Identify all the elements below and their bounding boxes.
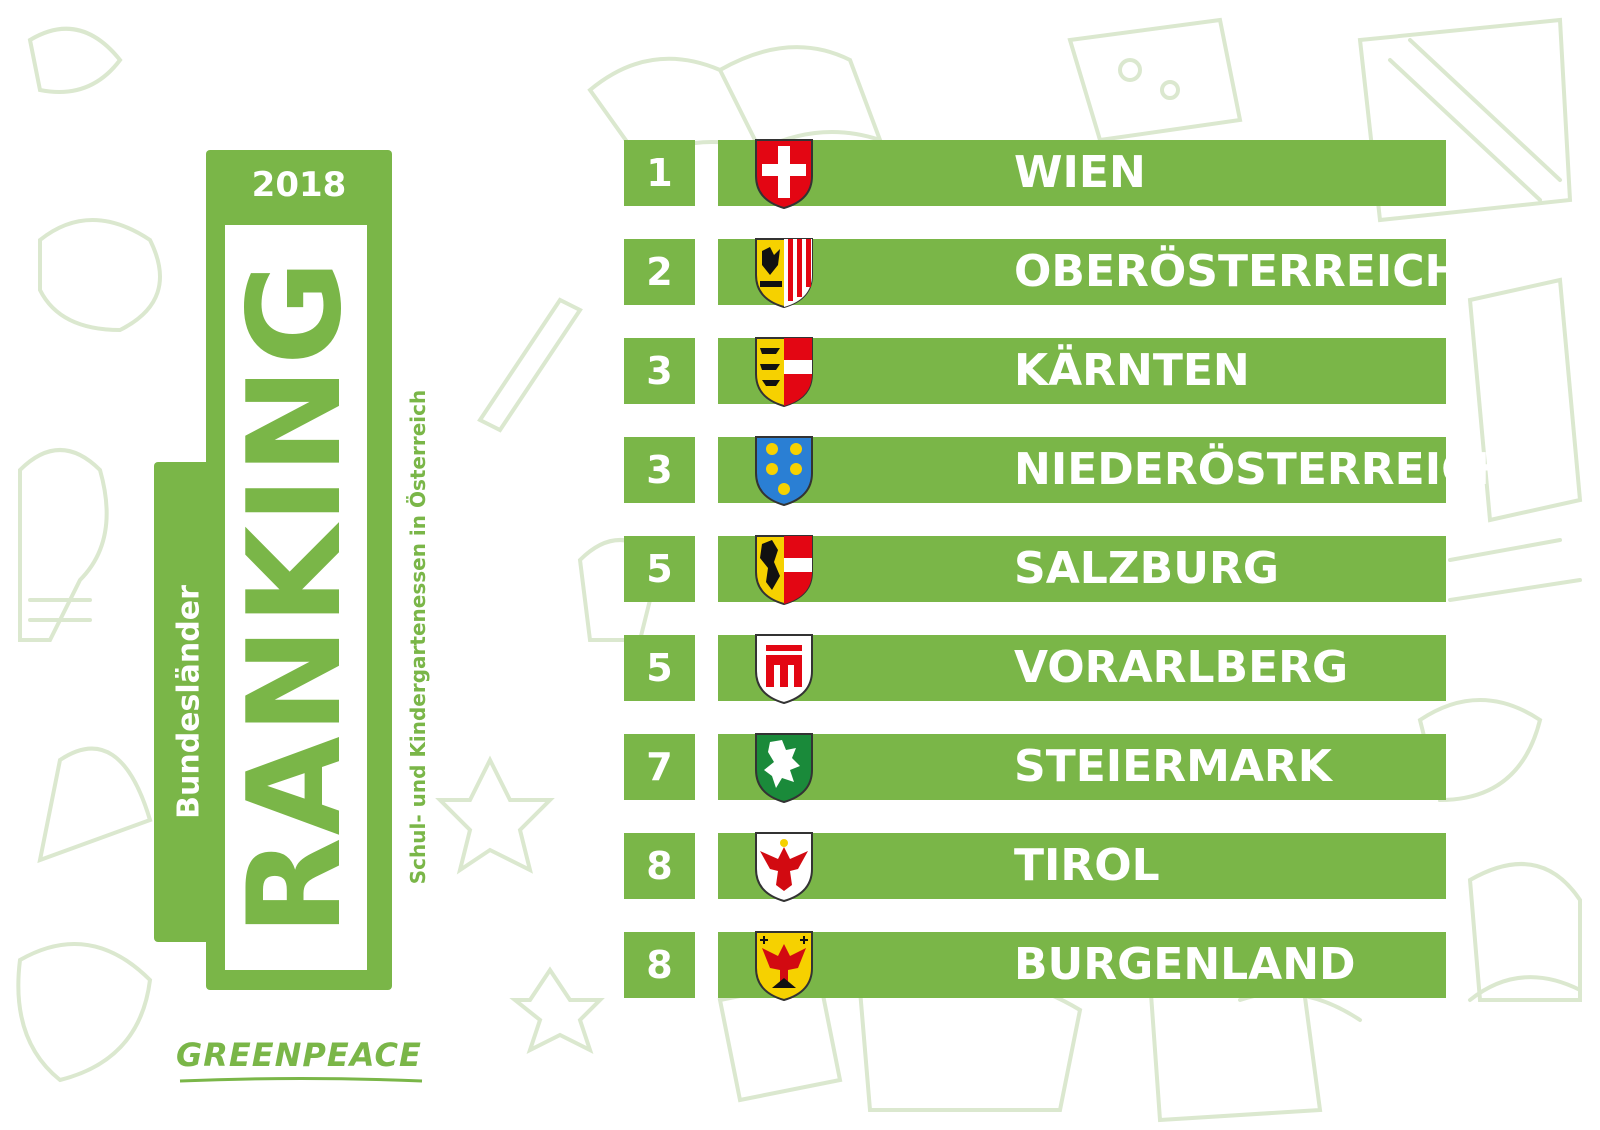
- rank-number: 8: [624, 932, 695, 998]
- rank-number: 8: [624, 833, 695, 899]
- subtitle: Schul- und Kindergartenessen in Österrei…: [406, 389, 430, 885]
- tyrol-crest-icon: [755, 832, 813, 903]
- state-name: KÄRNTEN: [1014, 345, 1250, 396]
- ranking-row: 5 VORARLBERG: [624, 634, 1446, 705]
- state-bar: STEIERMARK: [718, 734, 1446, 800]
- styria-crest-icon: [755, 733, 813, 804]
- state-name: TIROL: [1014, 840, 1160, 891]
- carinthia-crest-icon: [755, 337, 813, 408]
- state-bar: SALZBURG: [718, 536, 1446, 602]
- rank-number: 2: [624, 239, 695, 305]
- ranking-row: 3 KÄRNTEN: [624, 337, 1446, 408]
- state-bar: WIEN: [718, 140, 1446, 206]
- burgenland-crest-icon: [755, 931, 813, 1002]
- ranking-row: 8 TIROL: [624, 832, 1446, 903]
- greenpeace-logo: GREENPEACE: [176, 1036, 422, 1074]
- year-label: 2018: [251, 165, 347, 205]
- state-name: STEIERMARK: [1014, 741, 1332, 792]
- state-bar: BURGENLAND: [718, 932, 1446, 998]
- ranking-row: 1 WIEN: [624, 139, 1446, 210]
- state-bar: NIEDERÖSTERREICH: [718, 437, 1510, 503]
- rank-number: 3: [624, 338, 695, 404]
- state-name: OBERÖSTERREICH: [1014, 246, 1462, 297]
- state-name: WIEN: [1014, 147, 1146, 198]
- state-name: VORARLBERG: [1014, 642, 1349, 693]
- rank-number: 3: [624, 437, 695, 503]
- state-bar: OBERÖSTERREICH: [718, 239, 1461, 305]
- ranking-row: 8 BURGENLAND: [624, 931, 1446, 1002]
- vienna-crest-icon: [755, 139, 813, 210]
- ranking-row: 3 NIEDERÖSTERREICH: [624, 436, 1510, 507]
- state-name: SALZBURG: [1014, 543, 1279, 594]
- logo-underline-icon: [179, 1077, 423, 1083]
- state-name: NIEDERÖSTERREICH: [1014, 444, 1511, 495]
- title-card-inner: [225, 225, 367, 970]
- state-name: BURGENLAND: [1014, 939, 1356, 990]
- rank-number: 7: [624, 734, 695, 800]
- state-bar: VORARLBERG: [718, 635, 1446, 701]
- lower-austria-crest-icon: [755, 436, 813, 507]
- vorarlberg-crest-icon: [755, 634, 813, 705]
- rank-number: 5: [624, 536, 695, 602]
- ranking-row: 2 OBERÖSTERREICH: [624, 238, 1461, 309]
- salzburg-crest-icon: [755, 535, 813, 606]
- upper-austria-crest-icon: [755, 238, 813, 309]
- state-bar: TIROL: [718, 833, 1446, 899]
- rank-number: 1: [624, 140, 695, 206]
- ranking-row: 7 STEIERMARK: [624, 733, 1446, 804]
- ranking-title: RANKING: [221, 258, 370, 936]
- side-label: Bundesländer: [171, 585, 207, 819]
- state-bar: KÄRNTEN: [718, 338, 1446, 404]
- ranking-row: 5 SALZBURG: [624, 535, 1446, 606]
- rank-number: 5: [624, 635, 695, 701]
